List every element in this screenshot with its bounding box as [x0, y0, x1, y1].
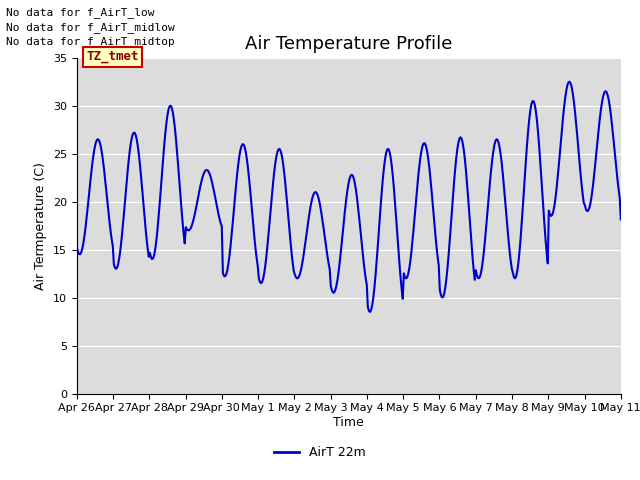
- Text: TZ_tmet: TZ_tmet: [86, 50, 139, 63]
- Title: Air Temperature Profile: Air Temperature Profile: [245, 35, 452, 53]
- X-axis label: Time: Time: [333, 416, 364, 429]
- Y-axis label: Air Termperature (C): Air Termperature (C): [35, 162, 47, 289]
- Text: No data for f_AirT_midtop: No data for f_AirT_midtop: [6, 36, 175, 47]
- Legend: AirT 22m: AirT 22m: [269, 441, 371, 464]
- Text: No data for f_AirT_low: No data for f_AirT_low: [6, 7, 155, 18]
- Text: No data for f_AirT_midlow: No data for f_AirT_midlow: [6, 22, 175, 33]
